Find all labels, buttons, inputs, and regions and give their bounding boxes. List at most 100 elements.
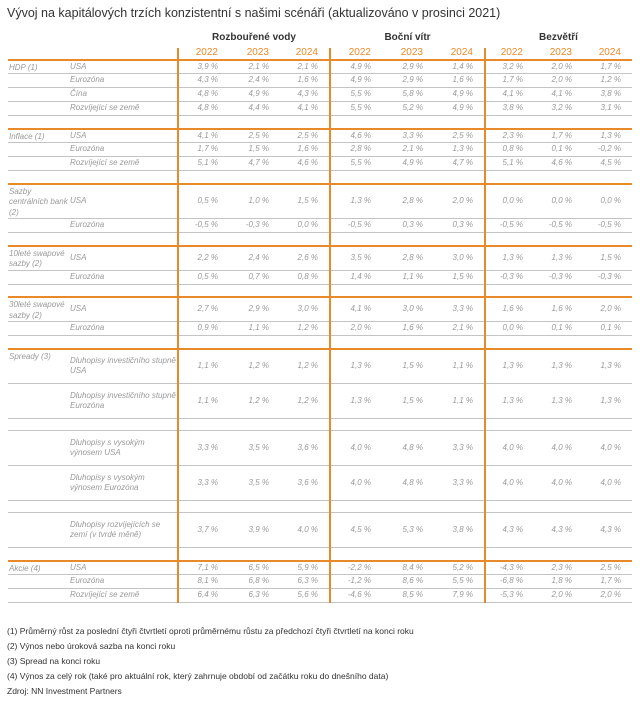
value-cell: 3,0 %: [434, 244, 485, 271]
value-cell: 5,1 %: [177, 156, 229, 171]
value-cell: 0,1 %: [583, 321, 632, 336]
table-row: Spready (3) Dluhopisy investičního stupně…: [8, 347, 632, 384]
value-cell: 1,3 %: [329, 347, 382, 384]
empty-cell: [8, 284, 178, 298]
value-cell: 0,0 %: [280, 218, 330, 233]
empty-cell: [177, 500, 229, 513]
value-cell: 3,3 %: [434, 465, 485, 501]
empty-cell: [280, 170, 330, 184]
row-label: Dluhopisy investičního stupně USA: [70, 347, 178, 384]
value-cell: 4,8 %: [382, 465, 434, 501]
empty-cell: [534, 418, 583, 431]
table-row: Eurozóna 0,9 % 1,1 % 1,2 % 2,0 % 1,6 % 2,1 % 0,…: [8, 321, 632, 336]
empty-cell: [382, 418, 434, 431]
value-cell: 5,5 %: [329, 101, 382, 116]
empty-cell: [534, 335, 583, 349]
value-cell: 3,6 %: [280, 430, 330, 466]
table-row: Eurozóna -0,5 % -0,3 % 0,0 % -0,5 % 0,3 % 0,3 …: [8, 218, 632, 233]
empty-cell: [534, 500, 583, 513]
empty-cell: [583, 284, 632, 298]
table-row: Eurozóna 0,5 % 0,7 % 0,8 % 1,4 % 1,1 % 1,5 % -0…: [8, 270, 632, 285]
empty-cell: [177, 115, 229, 129]
value-cell: 3,8 %: [583, 87, 632, 102]
value-cell: 3,1 %: [583, 101, 632, 116]
table-row: Čína 4,8 % 4,9 % 4,3 % 5,5 % 5,8 % 4,9 % 4,1 % 4…: [8, 87, 632, 102]
value-cell: 2,5 %: [280, 127, 330, 143]
value-cell: 1,3 %: [583, 383, 632, 419]
value-cell: -6,8 %: [484, 574, 534, 589]
value-cell: 1,7 %: [534, 127, 583, 143]
empty-cell: [329, 335, 382, 349]
value-cell: 2,7 %: [177, 296, 229, 322]
value-cell: 2,0 %: [583, 296, 632, 322]
empty-cell: [484, 170, 534, 184]
value-cell: 0,0 %: [484, 321, 534, 336]
empty-cell: [583, 547, 632, 561]
empty-cell: [8, 418, 178, 431]
row-label: Eurozóna: [70, 73, 178, 88]
value-cell: -0,5 %: [534, 218, 583, 233]
empty-cell: [229, 418, 280, 431]
table-row: 30leté swapové sazby (2) USA 2,7 % 2,9 % 3,0…: [8, 296, 632, 322]
value-cell: 1,3 %: [484, 244, 534, 271]
empty-cell: [534, 232, 583, 246]
table-row: Dluhopisy investičního stupně Eurozóna 1,…: [8, 383, 632, 419]
row-label: USA: [70, 559, 178, 575]
value-cell: 7,9 %: [434, 588, 485, 603]
value-cell: 2,8 %: [382, 244, 434, 271]
section-label: Spready (3): [8, 347, 70, 384]
section-label: [8, 430, 70, 466]
empty-cell: [382, 170, 434, 184]
value-cell: 0,5 %: [177, 182, 229, 219]
value-cell: 2,5 %: [434, 127, 485, 143]
value-cell: 1,3 %: [484, 347, 534, 384]
value-cell: 1,4 %: [329, 270, 382, 285]
empty-cell: [583, 115, 632, 129]
value-cell: 1,7 %: [583, 58, 632, 74]
value-cell: 4,0 %: [484, 430, 534, 466]
empty-cell: [534, 284, 583, 298]
value-cell: 1,6 %: [434, 73, 485, 88]
value-cell: 1,1 %: [434, 347, 485, 384]
empty-cell: [484, 232, 534, 246]
value-cell: 2,1 %: [434, 321, 485, 336]
table-row: 10leté swapové sazby (2) USA 2,2 % 2,4 % 2,6…: [8, 244, 632, 271]
value-cell: 3,5 %: [229, 465, 280, 501]
value-cell: 4,1 %: [484, 87, 534, 102]
spacer-row: [8, 115, 632, 129]
empty-cell: [229, 232, 280, 246]
empty-cell: [8, 547, 178, 561]
empty-cell: [434, 284, 485, 298]
empty-cell: [8, 232, 178, 246]
value-cell: 1,6 %: [280, 73, 330, 88]
value-cell: 3,3 %: [177, 430, 229, 466]
empty-cell: [177, 284, 229, 298]
value-cell: 1,1 %: [177, 383, 229, 419]
footnote: (3) Spread na konci roku: [7, 656, 101, 666]
value-cell: 4,9 %: [434, 87, 485, 102]
value-cell: 4,5 %: [583, 156, 632, 171]
value-cell: 4,5 %: [329, 512, 382, 548]
table-row: Rozvíjející se země 5,1 % 4,7 % 4,6 % 5,5 % 4…: [8, 156, 632, 171]
year-header: 2022: [484, 47, 534, 60]
value-cell: 1,6 %: [382, 321, 434, 336]
value-cell: 1,4 %: [434, 58, 485, 74]
empty-cell: [382, 115, 434, 129]
value-cell: -0,5 %: [484, 218, 534, 233]
year-header: 2024: [598, 47, 621, 58]
value-cell: 4,4 %: [229, 101, 280, 116]
empty-cell: [534, 170, 583, 184]
year-header: 2023: [400, 47, 423, 58]
section-label: 10leté swapové sazby (2): [8, 244, 70, 271]
value-cell: 1,5 %: [434, 270, 485, 285]
value-cell: 3,3 %: [382, 127, 434, 143]
value-cell: 0,0 %: [484, 182, 534, 219]
section-label: [8, 73, 70, 88]
section-label: [8, 87, 70, 102]
value-cell: 4,8 %: [177, 87, 229, 102]
row-label: USA: [70, 127, 178, 143]
empty-cell: [583, 335, 632, 349]
spacer-row: [8, 500, 632, 513]
section-label: [8, 574, 70, 589]
value-cell: 4,0 %: [280, 512, 330, 548]
